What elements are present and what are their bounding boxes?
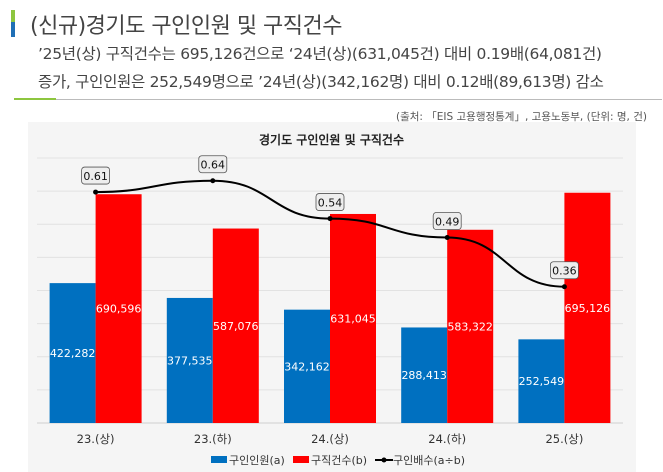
legend-swatch bbox=[211, 456, 227, 463]
x-tick-label: 25.(상) bbox=[545, 432, 583, 446]
legend-marker bbox=[381, 457, 387, 463]
data-label: 583,322 bbox=[447, 320, 493, 333]
bar-job-seekers bbox=[95, 194, 142, 423]
ratio-label-box bbox=[81, 166, 110, 185]
summary-line-1: ’25년(상) 구직건수는 695,126건으로 ‘24년(상)(631,045… bbox=[38, 45, 602, 63]
data-label: 288,413 bbox=[401, 369, 447, 382]
legend-swatch bbox=[293, 456, 309, 463]
x-tick-label: 23.(하) bbox=[194, 432, 232, 446]
ratio-label-box bbox=[432, 212, 462, 230]
divider bbox=[14, 99, 662, 100]
source-note: (출처: 「EIS 고용행정통계」, 고용노동부, (단위: 명, 건) bbox=[395, 111, 647, 123]
legend-label: 구직건수(b) bbox=[311, 454, 367, 467]
data-label: 252,549 bbox=[519, 375, 565, 388]
ratio-label-box bbox=[198, 155, 228, 174]
data-label: 342,162 bbox=[284, 360, 330, 373]
bar-job-seekers bbox=[447, 229, 494, 423]
data-label: 631,045 bbox=[330, 312, 376, 325]
page-title: (신규)경기도 구인인원 및 구직건수 bbox=[30, 14, 343, 39]
ratio-label: 0.36 bbox=[552, 265, 577, 278]
data-label: 422,282 bbox=[50, 347, 96, 360]
bar-job-openings bbox=[49, 283, 96, 423]
bar-job-seekers bbox=[330, 213, 376, 423]
ratio-label: 0.49 bbox=[435, 216, 460, 229]
x-tick-label: 23.(상) bbox=[77, 432, 115, 446]
chart-title: 경기도 구인인원 및 구직건수 bbox=[258, 133, 404, 147]
data-label: 695,126 bbox=[565, 302, 611, 315]
ratio-point bbox=[327, 216, 333, 222]
bar-job-openings bbox=[284, 309, 330, 423]
bar-job-seekers bbox=[564, 192, 611, 423]
bar-job-openings bbox=[518, 339, 565, 423]
legend-label: 구인인원(a) bbox=[229, 454, 285, 467]
ratio-point bbox=[561, 284, 567, 290]
ratio-point bbox=[210, 178, 216, 184]
bar-job-seekers bbox=[212, 228, 259, 423]
ratio-label: 0.54 bbox=[318, 197, 343, 210]
ratio-label: 0.61 bbox=[83, 170, 108, 183]
x-tick-label: 24.(하) bbox=[428, 432, 466, 446]
divider-accent bbox=[14, 98, 56, 100]
ratio-label-box bbox=[550, 261, 579, 280]
summary-line-2: 증가, 구인인원은 252,549명으로 ’24년(상)(342,162명) 대… bbox=[38, 73, 604, 91]
data-label: 690,596 bbox=[96, 303, 142, 316]
x-tick-label: 24.(상) bbox=[311, 432, 349, 446]
bar-job-openings bbox=[401, 327, 448, 423]
ratio-label-box bbox=[315, 193, 345, 211]
data-label: 587,076 bbox=[213, 320, 259, 333]
legend-label: 구인배수(a÷b) bbox=[393, 454, 465, 467]
ratio-label: 0.64 bbox=[201, 159, 226, 172]
data-label: 377,535 bbox=[167, 354, 213, 367]
ratio-point bbox=[93, 189, 99, 195]
ratio-point bbox=[444, 235, 450, 240]
title-accent-mark bbox=[11, 10, 15, 37]
bar-job-openings bbox=[166, 297, 213, 423]
